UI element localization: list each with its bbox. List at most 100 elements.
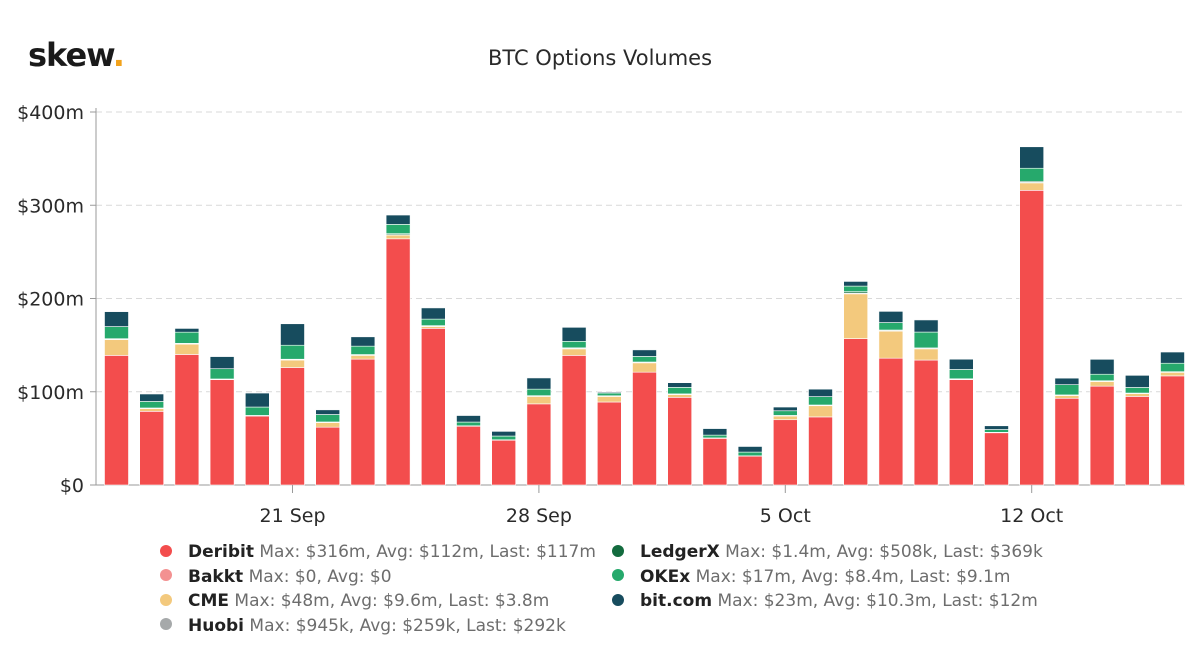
x-tick-label: 28 Sep: [506, 505, 572, 527]
bar-segment-bit-com: [280, 323, 305, 346]
bar-segment-cme: [139, 408, 164, 412]
bar-segment-bit-com: [104, 311, 129, 327]
bar-segment-okex: [1125, 387, 1150, 394]
bar-segment-okex: [385, 224, 411, 234]
legend-item-ledgerx[interactable]: LedgerX Max: $1.4m, Avg: $508k, Last: $3…: [612, 540, 1043, 565]
bar-segment-bit-com: [1054, 377, 1080, 385]
bar-segment-bit-com: [174, 328, 200, 333]
legend-stats: Max: $945k, Avg: $259k, Last: $292k: [249, 615, 566, 636]
y-tick-label: $400m: [17, 102, 84, 124]
legend-name: LedgerX: [640, 542, 720, 562]
bar-segment-deribit: [913, 359, 939, 486]
legend-stats: Max: $316m, Avg: $112m, Last: $117m: [259, 542, 596, 562]
bar-segment-cme: [808, 405, 833, 418]
bar-segment-deribit: [280, 367, 305, 486]
legend-name: CME: [188, 591, 230, 611]
bar-segment-cme: [104, 339, 129, 356]
legend-stats: Max: $23m, Avg: $10.3m, Last: $12m: [717, 591, 1038, 611]
bar-segment-deribit: [702, 438, 728, 486]
bar-segment-okex: [1089, 373, 1115, 382]
bar-segment-deribit: [139, 411, 164, 486]
legend-name: Deribit: [188, 542, 254, 562]
cme-dot-icon: [160, 593, 172, 606]
bar-segment-bit-com: [843, 281, 869, 287]
bar-segment-okex: [702, 434, 728, 439]
bar-segment-okex: [1019, 167, 1045, 182]
bar-segment-bit-com: [984, 425, 1009, 430]
legend-item-deribit[interactable]: Deribit Max: $316m, Avg: $112m, Last: $1…: [160, 540, 596, 565]
bar-segment-cme: [1019, 182, 1045, 191]
bar-segment-deribit: [245, 415, 270, 486]
bar-segment-deribit: [174, 354, 200, 486]
bar-segment-bit-com: [667, 382, 693, 388]
bar-segment-okex: [420, 318, 446, 326]
bar-segment-okex: [315, 414, 341, 423]
ledgerx-dot-icon: [612, 544, 624, 557]
bar-segment-okex: [245, 406, 270, 416]
bar-segment-bit-com: [596, 391, 622, 394]
bar-segment-okex: [843, 285, 869, 292]
bar-segment-okex: [174, 331, 200, 344]
bar-segment-okex: [209, 368, 235, 380]
bar-segment-cme: [1160, 372, 1185, 377]
bar-segment-deribit: [984, 432, 1009, 486]
bar-segment-cme: [667, 394, 693, 398]
bar-segment-cme: [596, 396, 622, 403]
bar-segment-deribit: [526, 403, 552, 486]
legend-item-bit-com[interactable]: bit.com Max: $23m, Avg: $10.3m, Last: $1…: [612, 589, 1043, 614]
bar-segment-cme: [632, 362, 657, 373]
bar-segment-bit-com: [878, 311, 904, 323]
bar-segment-deribit: [878, 357, 904, 486]
legend-col-2: LedgerX Max: $1.4m, Avg: $508k, Last: $3…: [612, 540, 1043, 614]
bar-segment-deribit: [843, 338, 869, 486]
bar-segment-deribit: [1125, 396, 1150, 486]
legend-stats: Max: $1.4m, Avg: $508k, Last: $369k: [725, 542, 1043, 562]
bar-segment-okex: [948, 369, 974, 380]
legend-item-okex[interactable]: OKEx Max: $17m, Avg: $8.4m, Last: $9.1m: [612, 565, 1043, 590]
bar-segment-okex: [878, 322, 904, 331]
bit-com-dot-icon: [612, 593, 624, 606]
bar-segment-cme: [772, 415, 798, 421]
bar-segment-cme: [561, 348, 587, 356]
bar-segment-bit-com: [350, 336, 376, 347]
bar-segment-bit-com: [209, 356, 235, 370]
bar-segment-okex: [491, 435, 517, 441]
bar-segment-deribit: [808, 416, 833, 486]
bar-segment-bit-com: [702, 428, 728, 436]
bar-segment-deribit: [667, 397, 693, 486]
bar-segment-deribit: [315, 426, 341, 486]
bar-segment-okex: [984, 429, 1009, 433]
bar-segment-cme: [913, 348, 939, 361]
bar-segment-bit-com: [737, 446, 763, 453]
bar-segment-deribit: [491, 439, 517, 486]
bar-segment-deribit: [1160, 375, 1185, 486]
bar-segment-cme: [1054, 395, 1080, 399]
legend-item-huobi[interactable]: Huobi Max: $945k, Avg: $259k, Last: $292…: [160, 614, 596, 639]
bar-segment-okex: [1054, 384, 1080, 396]
bar-segment-bit-com: [948, 358, 974, 370]
bar-segment-okex: [1160, 362, 1185, 373]
bar-segment-cme: [280, 359, 305, 368]
bar-segment-cme: [1089, 381, 1115, 387]
bar-segment-okex: [561, 341, 587, 349]
bar-segment-okex: [808, 396, 833, 406]
y-tick-label: $0: [60, 475, 84, 497]
bar-segment-bit-com: [808, 388, 833, 397]
bar-segment-bit-com: [632, 349, 657, 357]
bar-segment-bit-com: [561, 327, 587, 342]
bar-segment-okex: [913, 331, 939, 349]
bar-segment-deribit: [561, 355, 587, 486]
bar-segment-okex: [526, 388, 552, 396]
legend-item-cme[interactable]: CME Max: $48m, Avg: $9.6m, Last: $3.8m: [160, 589, 596, 614]
bar-segment-bit-com: [1125, 375, 1150, 388]
bar-segment-deribit: [772, 419, 798, 486]
legend-item-bakkt[interactable]: Bakkt Max: $0, Avg: $0: [160, 565, 596, 590]
bar-segment-bit-com: [420, 307, 446, 320]
bar-segment-deribit: [104, 355, 129, 486]
bar-segment-bit-com: [1160, 351, 1185, 364]
legend-name: Huobi: [188, 615, 245, 636]
okex-dot-icon: [612, 569, 624, 581]
huobi-dot-icon: [160, 618, 172, 630]
bar-segment-cme: [878, 330, 904, 359]
chart-title: BTC Options Volumes: [487, 46, 713, 70]
